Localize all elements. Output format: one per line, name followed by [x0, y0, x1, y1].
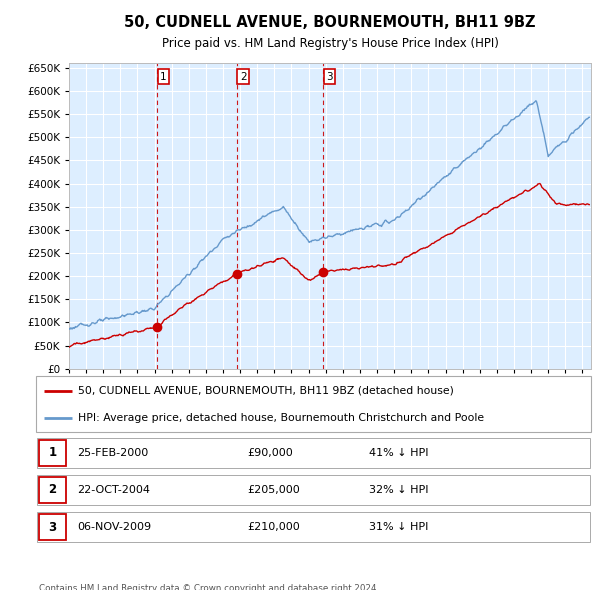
Text: 50, CUDNELL AVENUE, BOURNEMOUTH, BH11 9BZ (detached house): 50, CUDNELL AVENUE, BOURNEMOUTH, BH11 9B…: [77, 386, 454, 396]
Text: 1: 1: [160, 72, 167, 82]
Text: 2: 2: [240, 72, 247, 82]
Bar: [40, 514, 66, 540]
Text: 3: 3: [326, 72, 333, 82]
Text: 32% ↓ HPI: 32% ↓ HPI: [369, 485, 428, 495]
Text: Contains HM Land Registry data © Crown copyright and database right 2024.
This d: Contains HM Land Registry data © Crown c…: [39, 584, 379, 590]
Bar: [40, 477, 66, 503]
Bar: [40, 440, 66, 466]
Text: £210,000: £210,000: [247, 522, 299, 532]
Text: Price paid vs. HM Land Registry's House Price Index (HPI): Price paid vs. HM Land Registry's House …: [161, 37, 499, 50]
Text: 50, CUDNELL AVENUE, BOURNEMOUTH, BH11 9BZ: 50, CUDNELL AVENUE, BOURNEMOUTH, BH11 9B…: [124, 15, 536, 30]
Text: 3: 3: [49, 520, 57, 534]
Text: 2: 2: [49, 483, 57, 497]
Text: 22-OCT-2004: 22-OCT-2004: [77, 485, 151, 495]
Text: HPI: Average price, detached house, Bournemouth Christchurch and Poole: HPI: Average price, detached house, Bour…: [77, 413, 484, 423]
Text: 25-FEB-2000: 25-FEB-2000: [77, 448, 149, 458]
Text: £205,000: £205,000: [247, 485, 299, 495]
Text: £90,000: £90,000: [247, 448, 293, 458]
Text: 31% ↓ HPI: 31% ↓ HPI: [369, 522, 428, 532]
Text: 41% ↓ HPI: 41% ↓ HPI: [369, 448, 428, 458]
Text: 06-NOV-2009: 06-NOV-2009: [77, 522, 152, 532]
Text: 1: 1: [49, 446, 57, 460]
